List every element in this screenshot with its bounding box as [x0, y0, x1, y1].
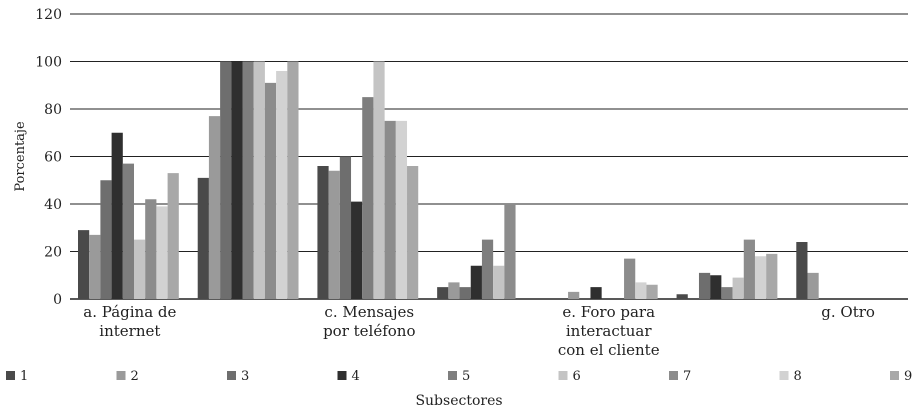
bar-series-4-cat-4 — [590, 287, 602, 299]
legend-swatch — [669, 371, 678, 380]
legend-label: 7 — [683, 369, 691, 384]
bar-series-3-cat-3 — [459, 287, 471, 299]
bar-series-3-cat-0 — [100, 180, 112, 299]
legend-swatch — [558, 371, 568, 380]
bar-series-8-cat-0 — [156, 206, 168, 299]
bar-series-2-cat-6 — [807, 272, 819, 299]
y-tick-label: 80 — [44, 102, 62, 118]
bar-series-5-cat-1 — [242, 61, 254, 299]
bar-series-8-cat-5 — [754, 256, 767, 299]
y-tick-label: 0 — [53, 292, 62, 308]
legend-swatch — [448, 371, 457, 380]
bar-series-8-cat-2 — [395, 120, 408, 299]
category-label: c. Mensajes — [324, 303, 414, 321]
y-axis-label: Porcentaje — [13, 121, 28, 192]
bar-series-7-cat-3 — [504, 204, 516, 299]
bar-series-5-cat-3 — [481, 239, 494, 299]
bar-series-8-cat-1 — [276, 71, 288, 299]
bars — [78, 61, 819, 299]
legend-label: 9 — [904, 369, 912, 384]
bar-series-1-cat-3 — [437, 287, 449, 299]
legend-label: 1 — [20, 369, 28, 384]
bar-series-8-cat-4 — [635, 282, 647, 299]
bar-series-6-cat-1 — [253, 61, 265, 299]
bar-series-5-cat-2 — [362, 97, 374, 299]
bar-series-9-cat-0 — [167, 173, 179, 299]
bar-series-7-cat-4 — [624, 258, 636, 299]
bar-series-4-cat-3 — [470, 265, 482, 299]
bar-series-1-cat-6 — [796, 242, 808, 299]
bar-series-5-cat-5 — [721, 287, 733, 299]
legend: 1 2 3 4 5 6 7 8 9 — [6, 369, 912, 384]
legend-swatch — [227, 371, 236, 380]
legend-label: 3 — [241, 369, 249, 384]
legend-label: 5 — [462, 369, 470, 384]
bar-series-5-cat-0 — [122, 163, 134, 299]
bar-series-1-cat-0 — [78, 230, 90, 299]
bar-series-9-cat-4 — [646, 284, 658, 299]
legend-swatch — [890, 371, 899, 380]
y-tick-label: 20 — [44, 245, 62, 261]
legend-label: 4 — [352, 369, 360, 384]
bar-series-2-cat-0 — [89, 234, 101, 299]
y-tick-label: 100 — [35, 55, 62, 71]
bar-series-2-cat-2 — [328, 170, 340, 299]
bar-series-3-cat-1 — [220, 61, 232, 299]
legend-swatch — [779, 371, 789, 380]
bar-series-4-cat-1 — [231, 61, 243, 299]
legend-swatch — [116, 371, 126, 380]
y-tick-label: 60 — [44, 150, 62, 166]
legend-label: 6 — [573, 369, 581, 384]
bar-series-3-cat-5 — [698, 272, 711, 299]
category-label: a. Página de — [83, 303, 176, 321]
category-label: interactuar — [566, 322, 653, 340]
bar-series-2-cat-4 — [568, 291, 580, 299]
legend-label: 8 — [794, 369, 802, 384]
bar-series-6-cat-5 — [732, 277, 744, 299]
bar-series-3-cat-2 — [339, 156, 352, 299]
bar-series-4-cat-0 — [111, 132, 123, 299]
category-label: con el cliente — [558, 341, 660, 359]
bar-series-6-cat-3 — [493, 265, 505, 299]
legend-swatch — [6, 371, 15, 380]
bar-series-4-cat-2 — [351, 201, 363, 299]
category-label: e. Foro para — [562, 303, 655, 321]
bar-series-6-cat-0 — [134, 239, 146, 299]
y-axis-ticks: 0 20 40 60 80 100 120 — [35, 7, 62, 308]
bar-series-7-cat-5 — [743, 239, 755, 299]
bar-series-2-cat-1 — [208, 116, 221, 299]
bar-series-9-cat-5 — [766, 253, 778, 299]
category-label: por teléfono — [323, 322, 415, 340]
bar-series-1-cat-1 — [197, 177, 209, 299]
y-tick-label: 120 — [35, 7, 62, 23]
x-axis-label: Subsectores — [415, 393, 502, 409]
bar-series-1-cat-5 — [676, 294, 688, 299]
category-label: g. Otro — [821, 303, 875, 321]
bar-series-6-cat-2 — [373, 61, 385, 299]
bar-series-1-cat-2 — [317, 166, 329, 299]
legend-label: 2 — [131, 369, 139, 384]
bar-series-4-cat-5 — [710, 275, 722, 299]
bar-series-7-cat-2 — [384, 120, 396, 299]
bar-series-7-cat-0 — [145, 199, 157, 299]
legend-swatch — [337, 371, 347, 380]
bar-series-2-cat-3 — [448, 282, 460, 299]
bar-series-7-cat-1 — [264, 82, 277, 299]
bar-series-9-cat-1 — [287, 61, 299, 299]
bar-series-9-cat-2 — [407, 166, 419, 299]
y-tick-label: 40 — [44, 197, 62, 213]
category-label: internet — [99, 322, 160, 340]
